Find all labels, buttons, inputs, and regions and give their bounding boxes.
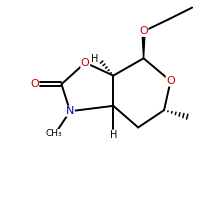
Text: N: N	[66, 106, 74, 116]
Text: O: O	[166, 76, 175, 86]
Text: O: O	[139, 26, 148, 36]
Text: CH₃: CH₃	[46, 129, 62, 138]
Polygon shape	[142, 31, 145, 58]
Text: H: H	[110, 130, 117, 140]
Text: O: O	[81, 58, 90, 68]
Text: O: O	[30, 79, 39, 89]
Text: H: H	[91, 54, 98, 64]
